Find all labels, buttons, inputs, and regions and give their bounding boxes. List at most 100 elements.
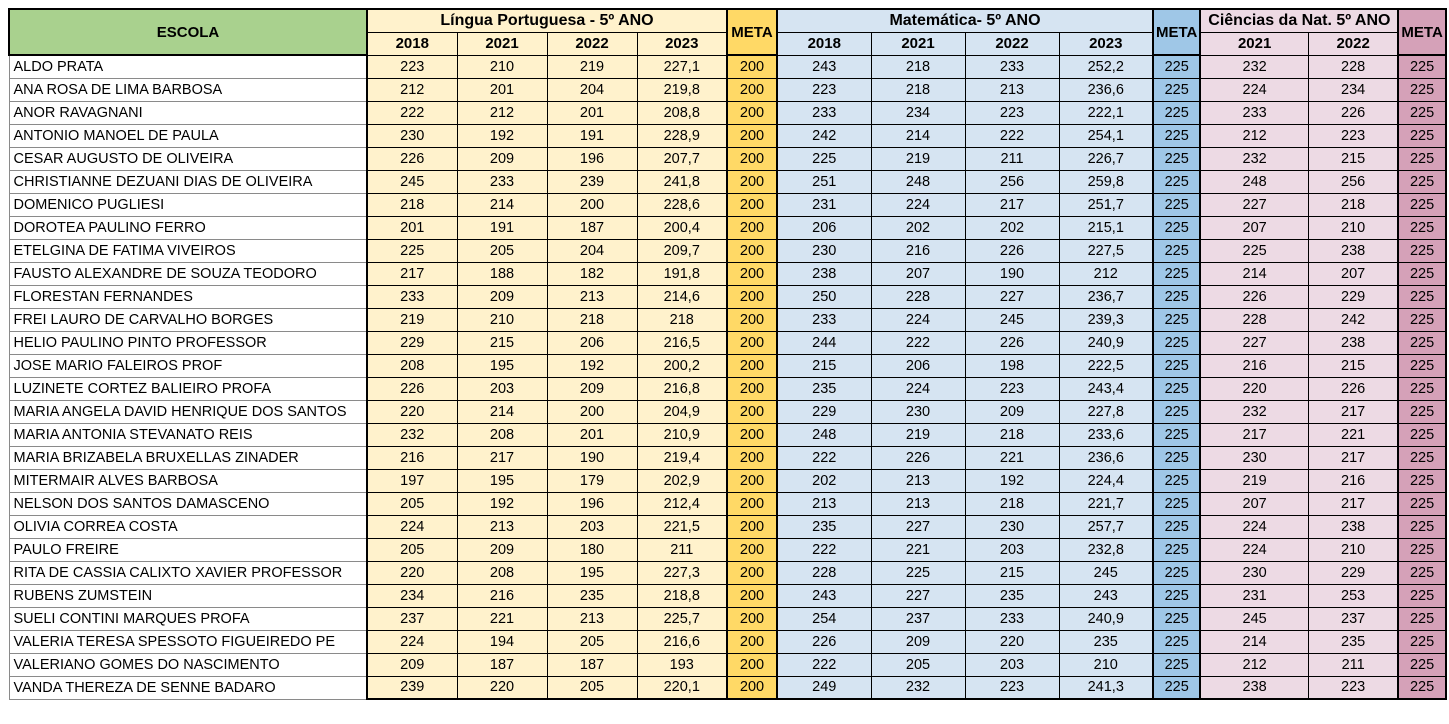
lp-score-cell[interactable]: 205 [546,629,638,654]
lp-score-cell[interactable]: 187 [546,652,638,677]
mat-score-cell[interactable]: 236,6 [1058,445,1154,470]
ciencias-header-cell[interactable]: Ciências da Nat. 5º ANO [1199,8,1399,33]
mat-meta-cell[interactable]: 225 [1151,652,1202,677]
lp-score-cell[interactable]: 209 [456,537,548,562]
cie-meta-cell[interactable]: 225 [1397,146,1447,171]
mat-score-cell[interactable]: 239,3 [1058,307,1154,332]
school-name-cell[interactable]: HELIO PAULINO PINTO PROFESSOR [8,330,368,355]
mat-score-cell[interactable]: 243,4 [1058,376,1154,401]
lp-score-cell[interactable]: 209 [456,284,548,309]
lp-score-cell[interactable]: 201 [456,77,548,102]
mat-score-cell[interactable]: 243 [776,583,872,608]
mat-score-cell[interactable]: 224 [870,192,966,217]
lp-score-cell[interactable]: 197 [366,468,458,493]
cie-meta-cell[interactable]: 225 [1397,238,1447,263]
lp-meta-cell[interactable]: 200 [726,376,778,401]
lp-score-cell[interactable]: 191,8 [636,261,728,286]
cie-year-2021-cell[interactable]: 2021 [1199,31,1309,56]
lp-score-cell[interactable]: 216,5 [636,330,728,355]
lp-score-cell[interactable]: 219,8 [636,77,728,102]
school-name-cell[interactable]: FAUSTO ALEXANDRE DE SOUZA TEODORO [8,261,368,286]
mat-score-cell[interactable]: 257,7 [1058,514,1154,539]
mat-score-cell[interactable]: 235 [776,376,872,401]
cie-score-cell[interactable]: 207 [1307,261,1399,286]
mat-score-cell[interactable]: 224 [870,376,966,401]
mat-meta-cell[interactable]: 225 [1151,422,1202,447]
lp-score-cell[interactable]: 209 [456,146,548,171]
mat-meta-cell[interactable]: 225 [1151,399,1202,424]
mat-score-cell[interactable]: 218 [870,77,966,102]
lp-score-cell[interactable]: 200 [546,399,638,424]
cie-score-cell[interactable]: 231 [1199,583,1309,608]
cie-score-cell[interactable]: 215 [1307,146,1399,171]
lp-score-cell[interactable]: 205 [546,675,638,700]
mat-score-cell[interactable]: 211 [964,146,1060,171]
mat-score-cell[interactable]: 233 [776,307,872,332]
lp-score-cell[interactable]: 187 [546,215,638,240]
cie-score-cell[interactable]: 212 [1199,652,1309,677]
lp-score-cell[interactable]: 222 [366,100,458,125]
cie-score-cell[interactable]: 230 [1199,445,1309,470]
lp-score-cell[interactable]: 192 [546,353,638,378]
mat-score-cell[interactable]: 192 [964,468,1060,493]
lp-meta-cell[interactable]: 200 [726,353,778,378]
lp-score-cell[interactable]: 210,9 [636,422,728,447]
lp-score-cell[interactable]: 237 [366,606,458,631]
school-name-cell[interactable]: DOMENICO PUGLIESI [8,192,368,217]
lp-meta-cell[interactable]: 200 [726,606,778,631]
lp-score-cell[interactable]: 214 [456,399,548,424]
mat-score-cell[interactable]: 218 [964,422,1060,447]
mat-score-cell[interactable]: 248 [776,422,872,447]
mat-score-cell[interactable]: 251,7 [1058,192,1154,217]
cie-meta-cell[interactable]: 225 [1397,491,1447,516]
cie-meta-cell[interactable]: 225 [1397,468,1447,493]
mat-score-cell[interactable]: 223 [964,376,1060,401]
lp-score-cell[interactable]: 203 [546,514,638,539]
mat-score-cell[interactable]: 234 [870,100,966,125]
mat-score-cell[interactable]: 238 [776,261,872,286]
mat-score-cell[interactable]: 245 [1058,560,1154,585]
lp-year-2022-cell[interactable]: 2022 [546,31,638,56]
mat-score-cell[interactable]: 237 [870,606,966,631]
cie-meta-cell[interactable]: 225 [1397,330,1447,355]
lp-score-cell[interactable]: 216,6 [636,629,728,654]
cie-score-cell[interactable]: 230 [1199,560,1309,585]
mat-score-cell[interactable]: 244 [776,330,872,355]
mat-score-cell[interactable]: 190 [964,261,1060,286]
lp-score-cell[interactable]: 208 [366,353,458,378]
mat-score-cell[interactable]: 219 [870,146,966,171]
mat-score-cell[interactable]: 227 [870,583,966,608]
mat-meta-cell[interactable]: 225 [1151,560,1202,585]
lp-score-cell[interactable]: 220 [366,560,458,585]
school-name-cell[interactable]: LUZINETE CORTEZ BALIEIRO PROFA [8,376,368,401]
lp-score-cell[interactable]: 213 [456,514,548,539]
mat-score-cell[interactable]: 212 [1058,261,1154,286]
lp-year-2018-cell[interactable]: 2018 [366,31,458,56]
lp-score-cell[interactable]: 201 [366,215,458,240]
cie-score-cell[interactable]: 211 [1307,652,1399,677]
mat-score-cell[interactable]: 226 [964,330,1060,355]
mat-score-cell[interactable]: 205 [870,652,966,677]
lp-year-2023-cell[interactable]: 2023 [636,31,728,56]
school-name-cell[interactable]: CHRISTIANNE DEZUANI DIAS DE OLIVEIRA [8,169,368,194]
cie-meta-cell[interactable]: 225 [1397,560,1447,585]
mat-score-cell[interactable]: 233 [776,100,872,125]
mat-score-cell[interactable]: 206 [776,215,872,240]
lp-score-cell[interactable]: 225 [366,238,458,263]
cie-meta-cell[interactable]: 225 [1397,537,1447,562]
lp-score-cell[interactable]: 220 [366,399,458,424]
school-name-cell[interactable]: VANDA THEREZA DE SENNE BADARO [8,675,368,700]
lp-score-cell[interactable]: 217 [456,445,548,470]
lp-score-cell[interactable]: 203 [456,376,548,401]
school-name-cell[interactable]: MARIA ANTONIA STEVANATO REIS [8,422,368,447]
mat-score-cell[interactable]: 213 [870,491,966,516]
cie-score-cell[interactable]: 238 [1307,238,1399,263]
lp-score-cell[interactable]: 241,8 [636,169,728,194]
lp-score-cell[interactable]: 212 [366,77,458,102]
matematica-header-cell[interactable]: Matemática- 5º ANO [776,8,1154,33]
school-name-cell[interactable]: MARIA ANGELA DAVID HENRIQUE DOS SANTOS [8,399,368,424]
mat-meta-cell[interactable]: 225 [1151,54,1202,79]
cie-meta-cell[interactable]: 225 [1397,353,1447,378]
mat-score-cell[interactable]: 218 [964,491,1060,516]
cie-score-cell[interactable]: 215 [1307,353,1399,378]
